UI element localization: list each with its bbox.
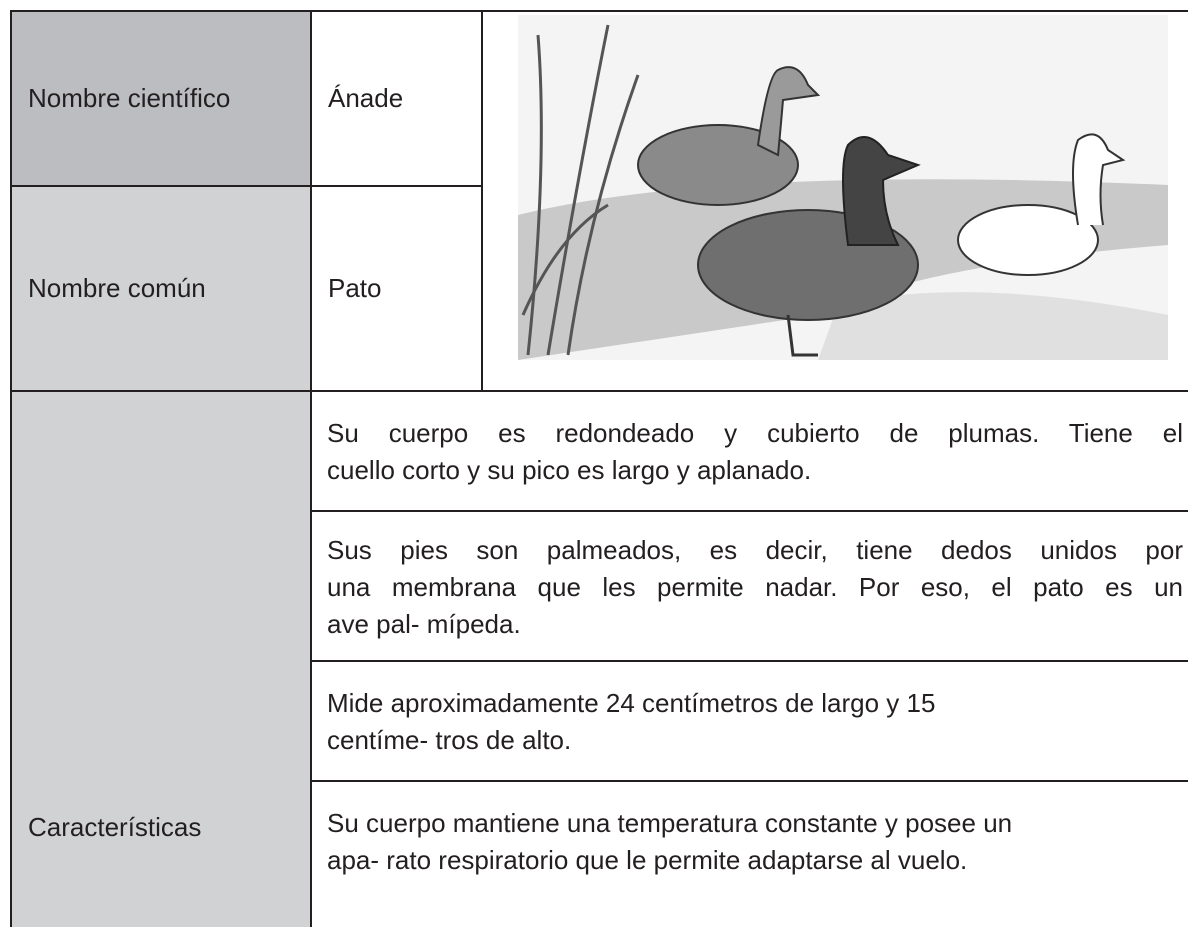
text-line: Sus pies son palmeados, es decir, tiene …	[327, 535, 1183, 565]
text-line: apa- rato respiratorio que le permite ad…	[327, 845, 968, 875]
characteristic: Sus pies son palmeados, es decir, tiene …	[310, 510, 1188, 660]
label-cell: Características	[10, 390, 312, 927]
label-cell: Nombre científico	[10, 10, 312, 187]
characteristic: Su cuerpo mantiene una temperatura const…	[310, 780, 1188, 927]
image-cell	[481, 10, 1188, 392]
text-line: una membrana que les permite nadar. Por …	[327, 572, 1183, 602]
label-cell: Nombre común	[10, 185, 312, 392]
label: Características	[28, 812, 202, 842]
text-line: ave pal- mípeda.	[327, 609, 521, 639]
characteristic: Su cuerpo es redondeado y cubierto de pl…	[310, 390, 1188, 510]
duck-illustration	[518, 15, 1168, 360]
value-cell: Ánade	[310, 10, 483, 187]
label: Nombre científico	[28, 83, 231, 113]
text-line: cuello corto y su pico es largo y aplana…	[327, 455, 812, 485]
characteristic: Mide aproximadamente 24 centímetros de l…	[310, 660, 1188, 780]
text-line: centíme- tros de alto.	[327, 725, 572, 755]
value: Ánade	[328, 83, 404, 113]
value: Pato	[328, 273, 382, 303]
text-line: Su cuerpo mantiene una temperatura const…	[327, 808, 1013, 838]
text-line: Mide aproximadamente 24 centímetros de l…	[327, 688, 936, 718]
value-cell: Pato	[310, 185, 483, 392]
label: Nombre común	[28, 273, 206, 303]
text-line: Su cuerpo es redondeado y cubierto de pl…	[327, 418, 1183, 448]
